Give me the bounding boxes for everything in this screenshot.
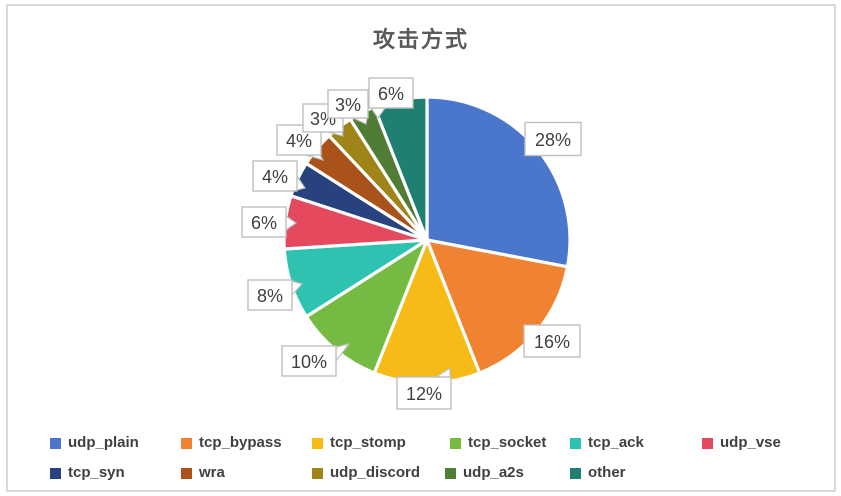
legend-label: tcp_socket [468,434,547,451]
legend-swatch-icon [445,468,456,479]
legend-label: other [588,464,626,481]
legend-item-other: other [570,464,626,484]
pie-chart: 28%16%12%10%8%6%4%4%3%3%6% [241,77,582,410]
chart-title: 攻击方式 [372,27,469,52]
data-label-tcp_ack: 8% [257,286,283,306]
legend-swatch-icon [181,438,192,449]
data-label-udp_plain: 28% [535,130,571,150]
legend-label: udp_a2s [463,464,524,481]
chart-card: 攻击方式 28% 16% 12% 10% 8% 6% 4% 4% 3% 3% 6% udp_plai… [6,4,836,492]
legend-swatch-icon [450,438,461,449]
legend-item-tcp_ack: tcp_ack [570,434,644,454]
legend-item-udp_plain: udp_plain [50,434,139,454]
legend-label: tcp_ack [588,434,644,451]
data-label-box-udp_vse [241,206,287,238]
legend-label: tcp_bypass [199,434,282,451]
legend-swatch-icon [312,438,323,449]
data-label-box-tcp_stomp [396,376,452,410]
data-label-box-tcp_bypass [523,324,581,358]
legend-label: udp_discord [330,464,421,481]
legend-swatch-icon [702,438,713,449]
data-label-box-other [368,77,414,109]
legend-swatch-icon [50,438,61,449]
legend-swatch-icon [570,468,581,479]
legend-item-tcp_stomp: tcp_stomp [312,434,406,454]
data-label-box-udp_a2s [327,89,369,119]
data-label-box-tcp_ack [247,279,293,311]
data-label-udp_vse: 6% [251,213,277,233]
legend-item-tcp_socket: tcp_socket [450,434,546,454]
legend-item-udp_vse: udp_vse [702,434,781,454]
legend-item-tcp_syn: tcp_syn [50,464,125,484]
legend-item-udp_discord: udp_discord [312,464,420,484]
data-label-box-tcp_syn [252,160,298,192]
legend-label: tcp_syn [68,464,125,481]
legend-item-wra: wra [181,464,225,484]
legend-label: udp_vse [720,434,781,451]
data-label-other: 6% [378,84,404,104]
legend-label: udp_plain [68,434,139,451]
legend-swatch-icon [570,438,581,449]
data-label-tcp_socket: 10% [291,352,327,372]
legend-label: tcp_stomp [330,434,406,451]
data-label-tcp_bypass: 16% [534,332,570,352]
data-label-box-tcp_socket [281,345,337,377]
legend-item-tcp_bypass: tcp_bypass [181,434,282,454]
data-label-tcp_syn: 4% [262,167,288,187]
data-label-box-udp_plain [524,121,582,157]
legend-item-udp_a2s: udp_a2s [445,464,524,484]
chart-legend: udp_plain tcp_bypass tcp_stomp tcp_socket tc… [8,420,837,490]
legend-swatch-icon [181,468,192,479]
legend-swatch-icon [312,468,323,479]
data-label-wra: 4% [286,131,312,151]
data-label-udp_a2s: 3% [335,95,361,115]
legend-swatch-icon [50,468,61,479]
legend-label: wra [199,464,225,481]
data-label-tcp_stomp: 12% [406,384,442,404]
